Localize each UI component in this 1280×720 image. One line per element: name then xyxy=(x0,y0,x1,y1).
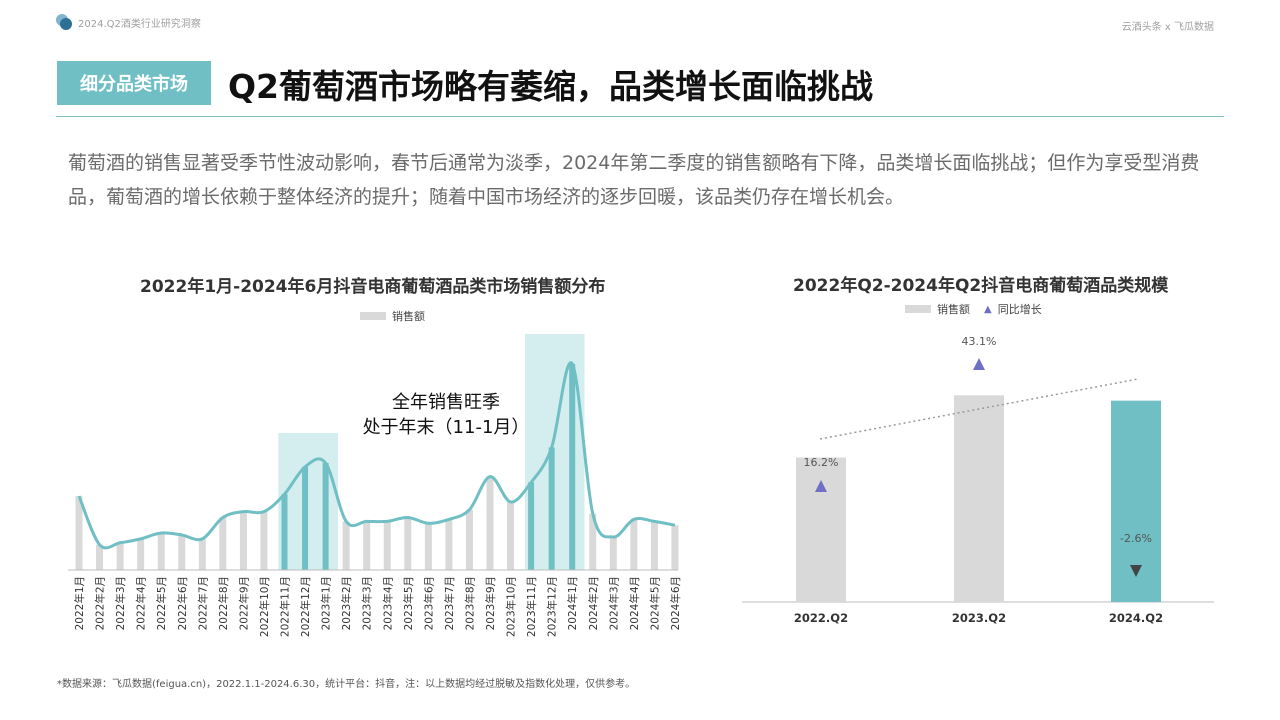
bar xyxy=(650,521,658,570)
trend-line xyxy=(819,378,1139,440)
bar xyxy=(219,517,227,570)
bar xyxy=(796,457,846,602)
x-tick-label: 2023年4月 xyxy=(381,576,394,630)
bar xyxy=(137,538,145,570)
x-tick-label: 2022年2月 xyxy=(94,576,107,630)
footnote: *数据来源：飞瓜数据(feigua.cn)，2022.1.1-2024.6.30… xyxy=(57,679,636,690)
legend-swatch-sales xyxy=(905,305,931,313)
bar xyxy=(302,466,309,570)
bar xyxy=(281,494,288,570)
brand-credit: 云酒头条 x 飞瓜数据 xyxy=(1121,22,1214,33)
bar xyxy=(465,509,473,570)
triangle-down-icon xyxy=(1130,565,1142,577)
monthly-chart-title: 2022年1月-2024年6月抖音电商葡萄酒品类市场销售额分布 xyxy=(140,277,606,297)
x-tick-label: 2023年6月 xyxy=(422,576,435,630)
bar xyxy=(548,447,555,570)
bar xyxy=(486,476,494,570)
x-tick-label: 2024年6月 xyxy=(669,576,682,630)
x-tick-label: 2023年2月 xyxy=(340,576,353,630)
bar xyxy=(569,363,576,570)
bar xyxy=(424,523,432,570)
yoy-label: 43.1% xyxy=(962,335,997,348)
x-tick-label: 2023年10月 xyxy=(505,576,518,637)
bar xyxy=(671,525,679,570)
bar xyxy=(954,395,1004,602)
x-tick-label: 2024年1月 xyxy=(566,576,579,630)
bar xyxy=(528,482,535,570)
section-tag: 细分品类市场 xyxy=(57,61,211,105)
x-tick-label: 2023年1月 xyxy=(320,576,333,630)
quarterly-chart-legend: 销售额 ▲ 同比增长 xyxy=(905,301,1042,317)
x-tick-label: 2023.Q2 xyxy=(952,611,1006,625)
x-tick-label: 2022年3月 xyxy=(114,576,127,630)
legend-label-sales: 销售额 xyxy=(937,303,970,316)
bar xyxy=(589,513,597,570)
quarterly-scale-chart: 2022.Q2 2023.Q2 2024.Q2 16.2% 43.1% -2.6% xyxy=(742,335,1214,625)
x-tick-label: 2024年2月 xyxy=(587,576,600,630)
bar xyxy=(178,534,186,570)
yoy-label: -2.6% xyxy=(1120,532,1152,545)
season-annotation: 处于年末（11-1月） xyxy=(363,417,530,438)
x-tick-label: 2024年5月 xyxy=(648,576,661,630)
bar xyxy=(260,511,268,570)
bar xyxy=(116,542,124,570)
x-tick-label: 2023年8月 xyxy=(463,576,476,630)
triangle-up-icon xyxy=(973,358,985,370)
bar xyxy=(507,501,515,570)
x-tick-label: 2023年5月 xyxy=(402,576,415,630)
intro-paragraph: 葡萄酒的销售显著受季节性波动影响，春节后通常为淡季，2024年第二季度的销售额略… xyxy=(68,152,1200,208)
bar xyxy=(404,517,412,570)
legend-swatch-sales xyxy=(360,312,386,320)
bar xyxy=(322,463,329,570)
x-tick-label: 2022.Q2 xyxy=(794,611,848,625)
trend-line xyxy=(77,361,676,550)
page-title: Q2葡萄酒市场略有萎缩，品类增长面临挑战 xyxy=(228,67,874,106)
bar xyxy=(363,521,371,570)
x-tick-label: 2024.Q2 xyxy=(1109,611,1163,625)
triangle-up-icon xyxy=(815,480,827,492)
bar xyxy=(157,533,165,570)
x-tick-label: 2024年4月 xyxy=(628,576,641,630)
season-annotation: 全年销售旺季 xyxy=(392,392,500,413)
triangle-up-icon: ▲ xyxy=(984,303,992,315)
monthly-chart-legend: 销售额 xyxy=(360,308,425,324)
x-tick-label: 2022年6月 xyxy=(176,576,189,630)
yoy-label: 16.2% xyxy=(804,456,839,469)
bar xyxy=(239,511,247,570)
logo-icon xyxy=(56,14,72,30)
x-tick-label: 2022年9月 xyxy=(237,576,250,630)
x-tick-label: 2022年10月 xyxy=(258,576,271,637)
bar xyxy=(445,519,453,570)
x-tick-label: 2022年4月 xyxy=(135,576,148,630)
bar xyxy=(630,519,638,570)
x-tick-label: 2024年3月 xyxy=(607,576,620,630)
x-tick-label: 2023年11月 xyxy=(525,576,538,637)
x-tick-label: 2023年9月 xyxy=(484,576,497,630)
report-tag: 2024.Q2酒类行业研究洞察 xyxy=(78,18,201,30)
x-tick-label: 2022年5月 xyxy=(155,576,168,630)
x-tick-label: 2023年3月 xyxy=(361,576,374,630)
bar xyxy=(609,536,617,570)
bar xyxy=(198,538,206,570)
bar xyxy=(383,521,391,570)
bar xyxy=(75,496,83,570)
legend-label-sales: 销售额 xyxy=(392,310,425,323)
title-divider xyxy=(56,116,1224,117)
x-tick-label: 2022年12月 xyxy=(299,576,312,637)
x-tick-label: 2023年12月 xyxy=(546,576,559,637)
x-tick-label: 2022年8月 xyxy=(217,576,230,630)
x-tick-label: 2022年11月 xyxy=(279,576,292,637)
quarterly-chart-title: 2022年Q2-2024年Q2抖音电商葡萄酒品类规模 xyxy=(793,276,1169,296)
bar xyxy=(342,521,350,570)
report-header: 2024.Q2酒类行业研究洞察 xyxy=(56,14,201,30)
x-tick-label: 2023年7月 xyxy=(443,576,456,630)
monthly-sales-chart: 2022年1月 2022年2月 2022年3月 2022年4月 2022年5月 2022年… xyxy=(68,334,682,637)
bar xyxy=(96,544,104,570)
legend-label-yoy: 同比增长 xyxy=(997,303,1042,316)
x-tick-label: 2022年1月 xyxy=(73,576,86,630)
x-tick-label: 2022年7月 xyxy=(196,576,209,630)
